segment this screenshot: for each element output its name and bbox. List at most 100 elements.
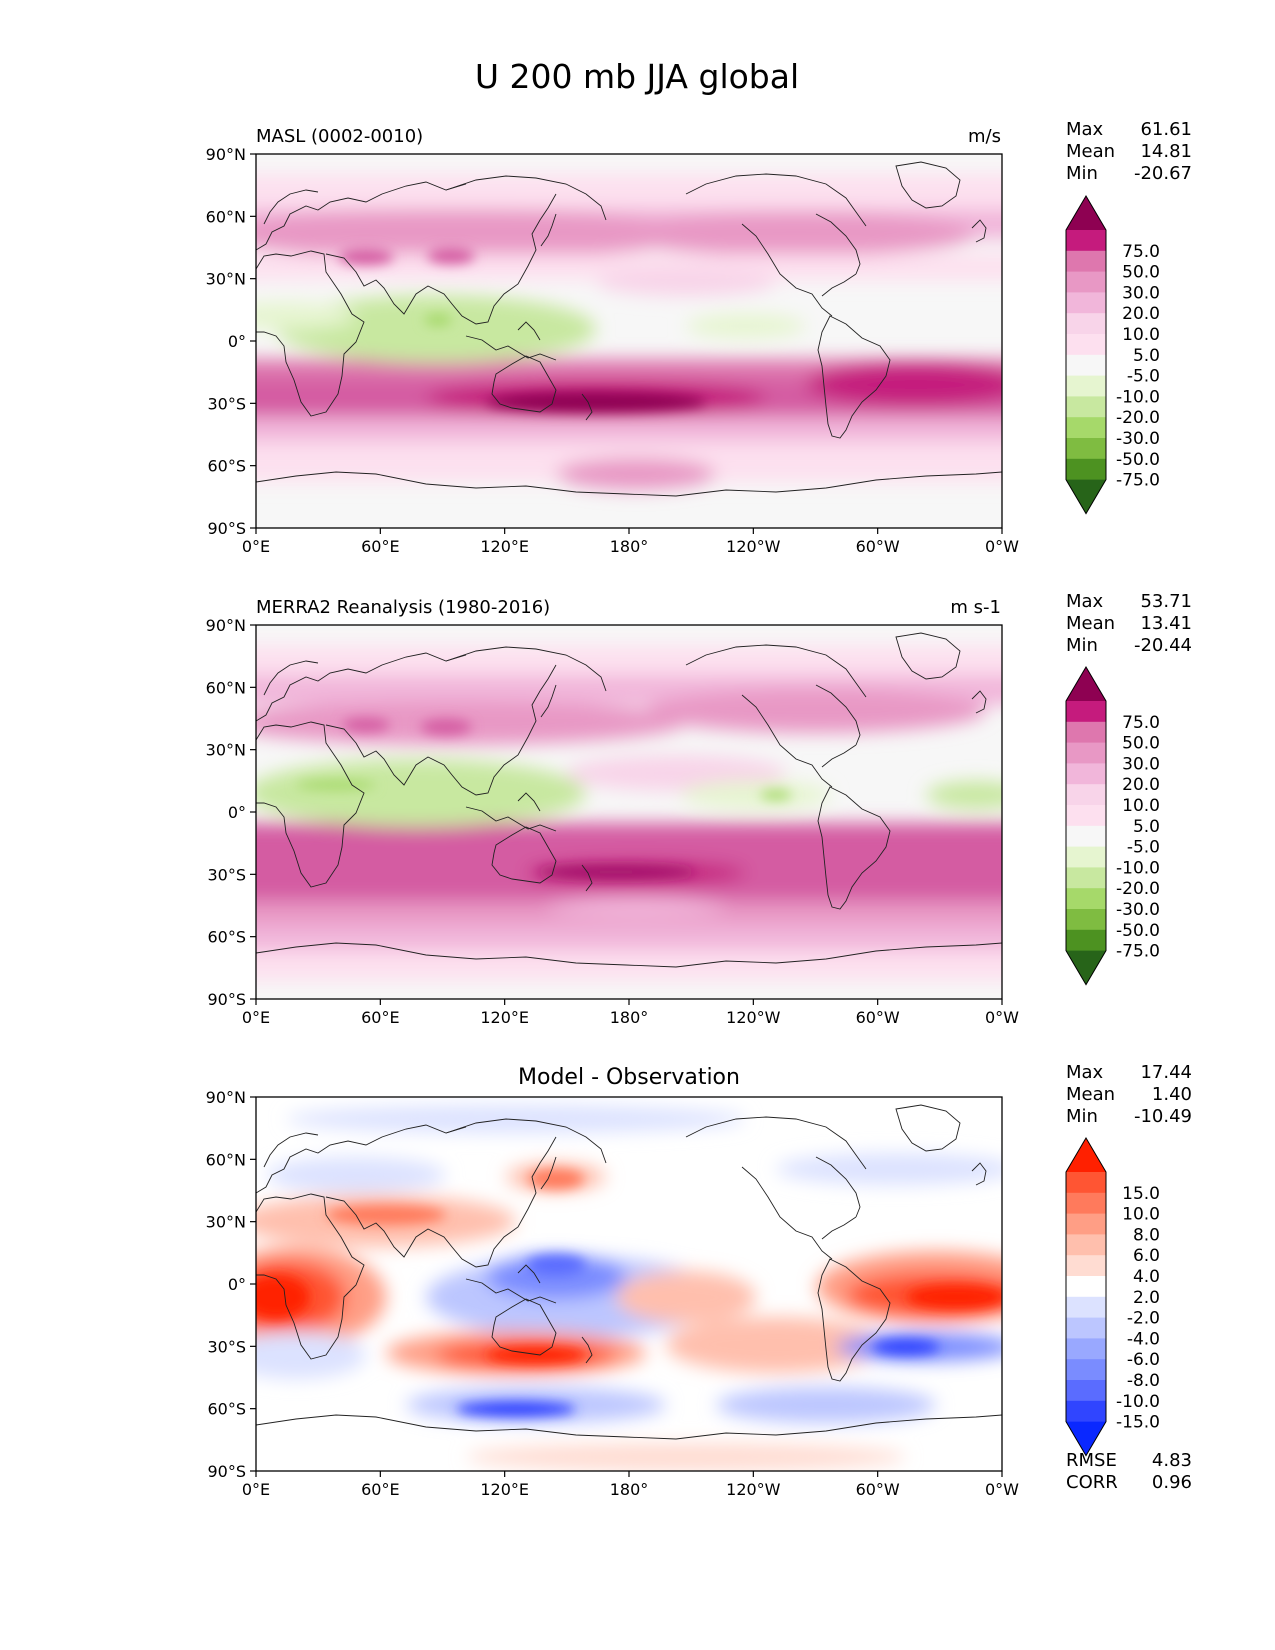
x-tick-label: 0°W [985, 1480, 1019, 1499]
panel-left-title: MERRA2 Reanalysis (1980-2016) [256, 597, 550, 618]
colorbar-label: 50.0 [1122, 734, 1160, 754]
colorbar-cell [1066, 701, 1106, 723]
colorbar-label: 10.0 [1122, 1205, 1160, 1225]
panel-left-title: MASL (0002-0010) [256, 126, 423, 147]
x-tick-label: 120°E [480, 537, 529, 556]
rmse-value: 4.83 [1152, 1450, 1192, 1471]
colorbar-cell [1066, 1400, 1106, 1423]
colorbar-cell [1066, 271, 1106, 293]
y-tick-label: 60°N [206, 678, 246, 697]
colorbar-label: -30.0 [1116, 900, 1160, 920]
colorbar-label: 6.0 [1133, 1246, 1160, 1266]
x-tick-label: 60°W [856, 1480, 900, 1499]
map-plot-diff [255, 1096, 1003, 1472]
corr-value: 0.96 [1152, 1472, 1192, 1493]
colorbar-cell [1066, 354, 1106, 377]
colorbar-diff: 15.010.08.06.04.02.0-2.0-4.0-6.0-8.0-10.… [1065, 1137, 1160, 1457]
colorbar-label: -10.0 [1116, 1392, 1160, 1412]
colorbar-label: -75.0 [1116, 942, 1160, 962]
colorbar-cell [1066, 1380, 1106, 1402]
x-tick-label: 60°E [361, 1480, 399, 1499]
colorbar-label: 2.0 [1133, 1288, 1160, 1308]
y-tick-label: 60°S [207, 457, 246, 476]
stat-label: Mean [1066, 141, 1115, 162]
colorbar-label: 20.0 [1122, 775, 1160, 795]
y-tick-label: 90°S [207, 990, 246, 1009]
colorbar-label: 5.0 [1133, 346, 1160, 366]
stat-value: 17.44 [1140, 1062, 1192, 1083]
colorbar-extend-top [1066, 196, 1106, 230]
colorbar-label: 20.0 [1122, 304, 1160, 324]
colorbar-cell [1066, 417, 1106, 439]
x-tick-label: 60°W [856, 1008, 900, 1027]
panel-model: MASL (0002-0010) m/s [255, 119, 1192, 529]
stat-label: Max [1066, 1062, 1104, 1083]
colorbar-cell [1066, 1317, 1106, 1339]
stat-value: -20.67 [1134, 163, 1192, 184]
x-tick-label: 120°E [480, 1008, 529, 1027]
colorbar-cell [1066, 1276, 1106, 1298]
x-tick-label: 0°E [242, 1480, 270, 1499]
colorbar-label: -30.0 [1116, 429, 1160, 449]
y-tick-label: 30°S [207, 1337, 246, 1356]
colorbar-cell [1066, 1359, 1106, 1381]
colorbar-label: 30.0 [1122, 283, 1160, 303]
y-tick-label: 30°N [206, 741, 246, 760]
colorbar-cell [1066, 742, 1106, 764]
colorbar-label: -20.0 [1116, 408, 1160, 428]
colorbar-label: 15.0 [1122, 1184, 1160, 1204]
stat-label: Min [1066, 635, 1098, 656]
colorbar-label: 10.0 [1122, 796, 1160, 816]
colorbar-label: 4.0 [1133, 1267, 1160, 1287]
colorbar-cell [1066, 909, 1106, 931]
colorbar-label: -50.0 [1116, 921, 1160, 941]
colorbar-cell [1066, 721, 1106, 744]
y-tick-label: 0° [228, 332, 246, 351]
colorbar-label: -75.0 [1116, 471, 1160, 491]
colorbar-extend-top [1066, 667, 1106, 701]
y-tick-label: 30°N [206, 270, 246, 289]
colorbar-cell [1066, 458, 1106, 481]
x-tick-label: 180° [610, 1480, 649, 1499]
stat-label: Max [1066, 119, 1104, 140]
y-tick-label: 90°N [206, 145, 246, 164]
colorbar-label: -4.0 [1127, 1329, 1160, 1349]
y-tick-label: 30°N [206, 1213, 246, 1232]
colorbar-cell [1066, 825, 1106, 848]
x-tick-label: 60°E [361, 1008, 399, 1027]
stat-label: Mean [1066, 613, 1115, 634]
colorbar-cell [1066, 805, 1106, 827]
colorbar-cell [1066, 763, 1106, 785]
colorbar-label: -20.0 [1116, 879, 1160, 899]
colorbar-extend-bottom [1066, 950, 1106, 985]
x-tick-label: 120°W [726, 1008, 781, 1027]
colorbar-label: 30.0 [1122, 754, 1160, 774]
colorbar-outline [1065, 195, 1107, 515]
colorbar-label: -8.0 [1127, 1371, 1160, 1391]
colorbar-label: 75.0 [1122, 713, 1160, 733]
colorbar-cell [1066, 230, 1106, 252]
colorbar-label: -15.0 [1116, 1413, 1160, 1433]
map-plot-model [255, 153, 1003, 529]
x-tick-label: 180° [610, 537, 649, 556]
x-tick-label: 120°W [726, 537, 781, 556]
colorbar-cell [1066, 292, 1106, 314]
panel-obs: MERRA2 Reanalysis (1980-2016) m s-1 [255, 591, 1192, 1000]
x-tick-label: 0°E [242, 1008, 270, 1027]
colorbar-label: -5.0 [1127, 367, 1160, 387]
panel-right-title: m s-1 [950, 597, 1001, 618]
x-tick-label: 0°E [242, 537, 270, 556]
stat-value: 53.71 [1140, 591, 1192, 612]
x-tick-label: 60°E [361, 537, 399, 556]
colorbar-cell [1066, 375, 1106, 397]
panel-center-title: Model - Observation [518, 1065, 740, 1090]
stat-label: Mean [1066, 1084, 1115, 1105]
stat-value: 1.40 [1152, 1084, 1192, 1105]
stat-value: 14.81 [1140, 141, 1192, 162]
stat-label: Min [1066, 163, 1098, 184]
colorbar-cell [1066, 1172, 1106, 1194]
colorbar-label: 50.0 [1122, 263, 1160, 283]
colorbar-cell [1066, 1296, 1106, 1319]
panel-diff: Model - Observation [255, 1062, 1192, 1493]
